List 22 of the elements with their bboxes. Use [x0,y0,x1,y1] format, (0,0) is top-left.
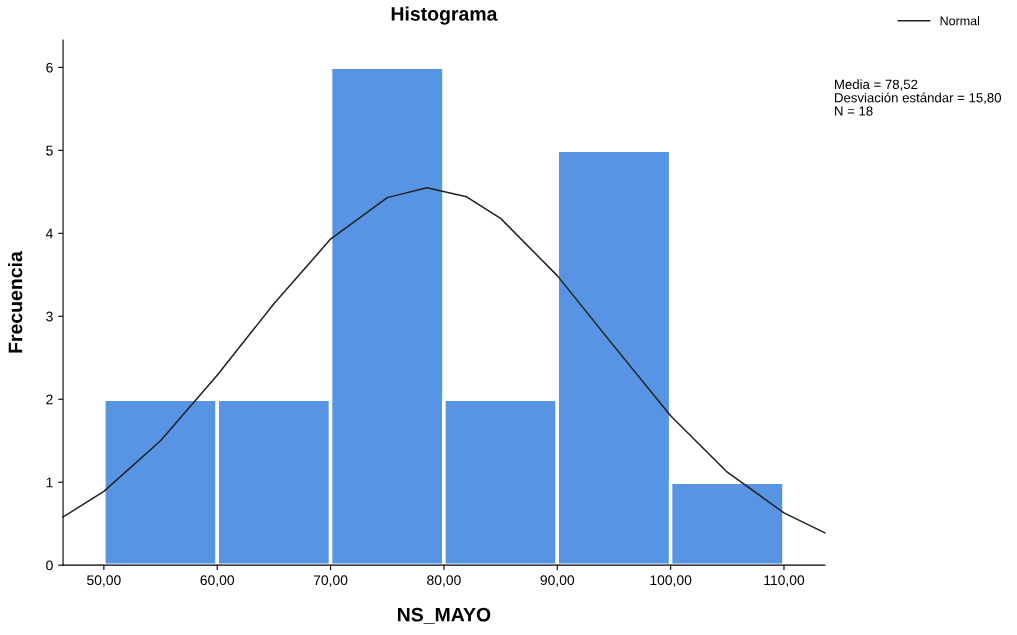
legend-label: Normal [940,16,980,26]
text: Desviación estándar = 15,80 [835,92,1002,104]
y-tick-label: 0 [46,560,53,571]
y-tick-label: 1 [46,477,53,488]
x-tick-label: 60,00 [200,575,235,587]
text: N = 18 [835,106,873,116]
y-tick-label: 6 [46,62,53,73]
text: Media = 78,52 [835,79,918,91]
y-tick-label: 5 [46,145,53,156]
y-tick-label: 4 [45,228,53,239]
x-tick-label: 50,00 [87,575,121,587]
x-tick-label: 110,00 [764,575,805,587]
x-tick-label: 90,00 [540,575,575,587]
x-tick-label: 80,00 [427,575,461,587]
x-tick-label: 70,00 [313,575,348,587]
y-tick-label: 3 [46,311,53,322]
y-axis-title: Frecuencia [8,251,23,353]
chart-title: Histograma [391,6,498,25]
x-tick-label: 100,00 [650,575,692,587]
line-series [62,186,826,534]
x-axis-title: NS_MAYO [398,607,491,624]
y-tick-label: 2 [46,394,53,405]
